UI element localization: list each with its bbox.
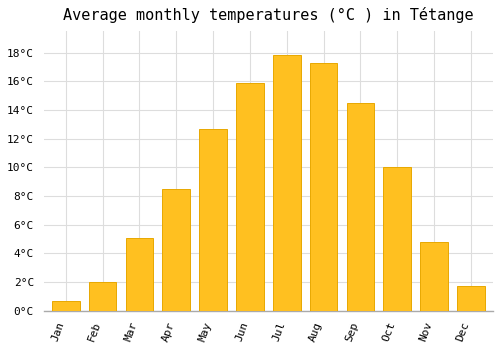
Bar	[162, 189, 190, 311]
Bar	[52, 301, 80, 311]
Title: Average monthly temperatures (°C ) in Tétange: Average monthly temperatures (°C ) in Té…	[63, 7, 474, 23]
Bar	[346, 103, 374, 311]
Bar	[457, 287, 485, 311]
Bar	[126, 238, 154, 311]
Bar	[384, 167, 411, 311]
Bar	[236, 83, 264, 311]
Bar	[310, 63, 338, 311]
Bar	[420, 242, 448, 311]
Bar	[89, 282, 117, 311]
Bar	[273, 55, 300, 311]
Bar	[200, 129, 227, 311]
